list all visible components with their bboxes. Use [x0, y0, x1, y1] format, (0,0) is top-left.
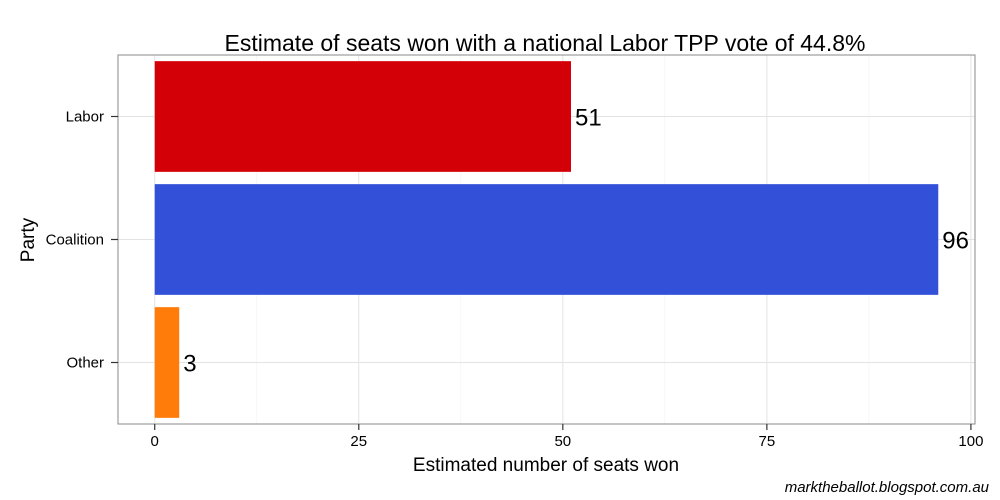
data-label-labor: 51	[575, 105, 602, 132]
y-axis-title: Party	[18, 217, 39, 262]
source-credit: marktheballot.blogspot.com.au	[784, 479, 989, 496]
x-tick-label: 25	[350, 433, 367, 450]
bar-coalition	[154, 184, 939, 295]
x-axis: 0 25 50 75 100	[151, 424, 983, 450]
x-axis-title: Estimated number of seats won	[413, 455, 679, 476]
y-tick-label: Other	[66, 355, 104, 372]
y-tick-label: Labor	[66, 109, 104, 126]
bar-labor	[154, 61, 571, 172]
x-tick-label: 0	[151, 433, 159, 450]
y-axis: Labor Coalition Other	[46, 109, 118, 372]
y-tick-label: Coalition	[46, 232, 104, 249]
bar-other	[154, 307, 180, 418]
data-label-other: 3	[183, 351, 196, 378]
data-label-coalition: 96	[942, 228, 969, 255]
bars	[154, 61, 939, 418]
x-tick-label: 75	[759, 433, 776, 450]
chart-title: Estimate of seats won with a national La…	[225, 30, 866, 56]
data-labels: 51 96 3	[183, 105, 969, 378]
x-tick-label: 100	[958, 433, 983, 450]
x-tick-label: 50	[554, 433, 571, 450]
